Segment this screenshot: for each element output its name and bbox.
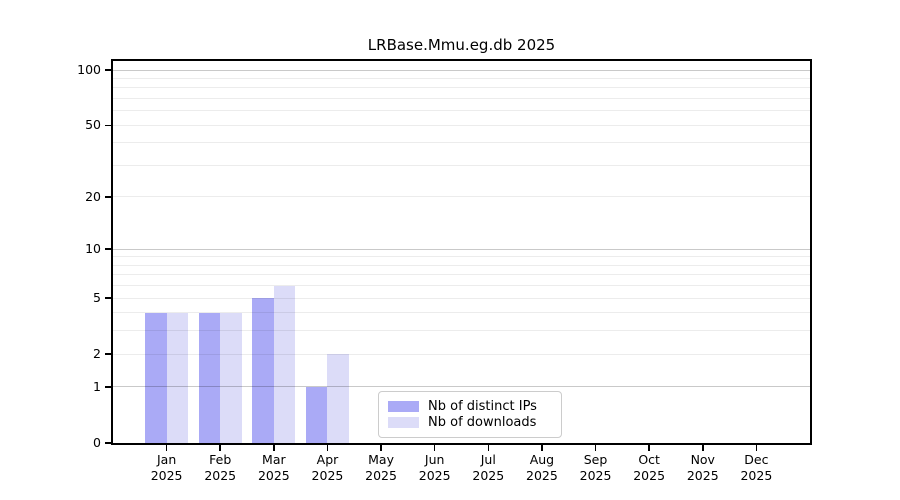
x-axis-tick-label: Apr 2025 <box>311 452 344 483</box>
x-tick-mark <box>433 445 436 451</box>
chart-title: LRBase.Mmu.eg.db 2025 <box>367 36 556 54</box>
legend-swatch-distinct-ips-icon <box>388 401 419 412</box>
bar-distinct-ips <box>198 312 221 443</box>
y-tick-mark <box>105 196 111 198</box>
y-tick-mark <box>105 386 111 388</box>
y-axis-tick-label: 1 <box>93 378 101 394</box>
x-axis-tick-label: Feb 2025 <box>204 452 237 483</box>
x-axis-tick-label: Jun 2025 <box>418 452 451 483</box>
gridline-minor <box>113 87 810 89</box>
legend-swatch-downloads-icon <box>388 417 419 428</box>
y-tick-mark <box>105 69 111 71</box>
gridline-minor <box>113 110 810 112</box>
legend-label-distinct-ips: Nb of distinct IPs <box>428 399 537 414</box>
gridline-minor <box>113 165 810 166</box>
gridline-major <box>113 386 810 388</box>
gridline-minor <box>113 274 810 276</box>
y-tick-mark <box>105 442 111 444</box>
bar-downloads <box>327 354 349 443</box>
x-tick-mark <box>594 445 597 451</box>
x-tick-mark <box>219 445 221 451</box>
y-axis-tick-label: 2 <box>93 346 101 362</box>
bar-distinct-ips <box>305 386 328 443</box>
bar-downloads <box>166 312 189 443</box>
x-axis-tick-label: Mar 2025 <box>257 452 290 483</box>
x-axis-tick-label: May 2025 <box>365 452 397 483</box>
y-axis-tick-label: 20 <box>85 188 101 204</box>
gridline-minor <box>113 297 810 299</box>
y-tick-mark <box>105 124 111 127</box>
x-tick-mark <box>541 445 543 451</box>
gridline-minor <box>113 285 810 287</box>
gridline-minor <box>113 330 810 332</box>
y-tick-mark <box>105 297 111 299</box>
gridline-major <box>113 69 810 71</box>
legend-item-downloads: Nb of downloads <box>388 415 552 430</box>
gridline-minor <box>113 124 810 126</box>
bar-distinct-ips <box>145 312 167 443</box>
y-axis-tick-label: 10 <box>85 241 101 257</box>
x-tick-mark <box>165 445 168 451</box>
x-axis-tick-label: Jan 2025 <box>150 452 183 483</box>
bar-downloads <box>273 285 296 443</box>
gridline-minor <box>113 142 810 144</box>
x-axis-tick-label: Dec 2025 <box>740 452 773 483</box>
gridline-minor <box>113 196 810 198</box>
bar-downloads <box>220 312 242 443</box>
gridline-major <box>113 248 810 250</box>
gridline-minor <box>113 256 810 258</box>
bar-distinct-ips <box>252 298 274 443</box>
y-axis-tick-label: 5 <box>93 290 101 306</box>
x-axis-tick-label: Sep 2025 <box>579 452 612 483</box>
x-tick-mark <box>380 445 382 451</box>
y-axis-tick-label: 100 <box>77 62 101 78</box>
x-axis-tick-label: Jul 2025 <box>472 452 505 483</box>
x-tick-mark <box>487 445 490 451</box>
y-tick-mark <box>105 248 111 250</box>
x-tick-mark <box>273 445 275 451</box>
x-tick-mark <box>648 445 650 451</box>
x-tick-mark <box>326 445 329 451</box>
x-tick-mark <box>702 445 704 451</box>
y-tick-mark <box>105 353 111 355</box>
legend: Nb of distinct IPs Nb of downloads <box>378 391 562 438</box>
x-axis-tick-label: Nov 2025 <box>686 452 719 483</box>
legend-label-downloads: Nb of downloads <box>428 415 537 430</box>
x-axis-tick-label: Oct 2025 <box>633 452 666 483</box>
y-axis-tick-label: 50 <box>85 117 101 133</box>
gridline-minor <box>113 264 810 266</box>
gridline-minor <box>113 98 810 100</box>
gridline-minor <box>113 312 810 314</box>
gridline-minor <box>113 353 810 355</box>
gridline-minor <box>113 77 810 79</box>
x-tick-mark <box>755 445 758 451</box>
legend-item-distinct-ips: Nb of distinct IPs <box>388 399 552 414</box>
y-axis-tick-label: 0 <box>93 435 101 450</box>
x-axis-tick-label: Aug 2025 <box>526 452 558 483</box>
